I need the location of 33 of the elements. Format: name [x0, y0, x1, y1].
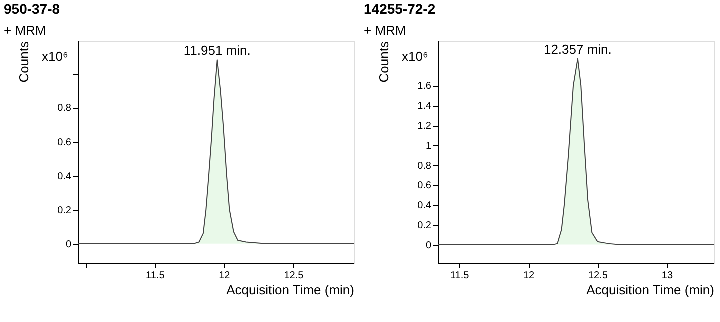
annotation: 12.357 min.	[544, 42, 612, 57]
text: + MRM	[364, 23, 406, 38]
text: x10⁶	[42, 49, 68, 64]
y-tick-label: 1.6	[418, 81, 432, 92]
y-tick-label: 0.4	[58, 171, 72, 182]
y-tick-label: 1	[426, 140, 432, 152]
y-tick-label: 0.6	[418, 180, 432, 192]
y-tick-label: 0.8	[418, 160, 432, 172]
x-tick-label: 12	[523, 270, 536, 282]
y-tick-label: 0.2	[418, 220, 432, 232]
x-tick-label: 12.5	[284, 270, 304, 282]
y-tick-label: 0	[426, 240, 432, 252]
y-tick-label: 0.2	[58, 205, 72, 216]
chart-title: 950-37-8	[4, 1, 60, 17]
chart-title: 14255-72-2	[364, 1, 436, 17]
text: x10⁶	[402, 49, 428, 64]
y-axis-title: Counts	[376, 41, 392, 83]
y-tick-label: 1.4	[418, 101, 432, 112]
x-tick-label: 11.5	[450, 270, 470, 282]
x-tick-label: 13	[662, 270, 674, 282]
y-tick-label: 0.8	[58, 103, 72, 114]
y-tick-label: 1.2	[418, 121, 432, 132]
x-tick-label: 12	[219, 270, 231, 282]
y-tick-label: 0	[66, 239, 72, 250]
text: + MRM	[4, 23, 46, 38]
x-tick-label: 11.5	[146, 270, 166, 282]
y-tick-label: 0.4	[418, 200, 432, 212]
y-tick-label: 0.6	[58, 137, 72, 148]
y-axis-title: Counts	[16, 41, 32, 83]
x-tick-label: 12.5	[588, 270, 608, 282]
annotation: 11.951 min.	[184, 43, 251, 58]
x-axis-title: Acquisition Time (min)	[586, 282, 714, 298]
x-axis-title: Acquisition Time (min)	[226, 282, 354, 298]
